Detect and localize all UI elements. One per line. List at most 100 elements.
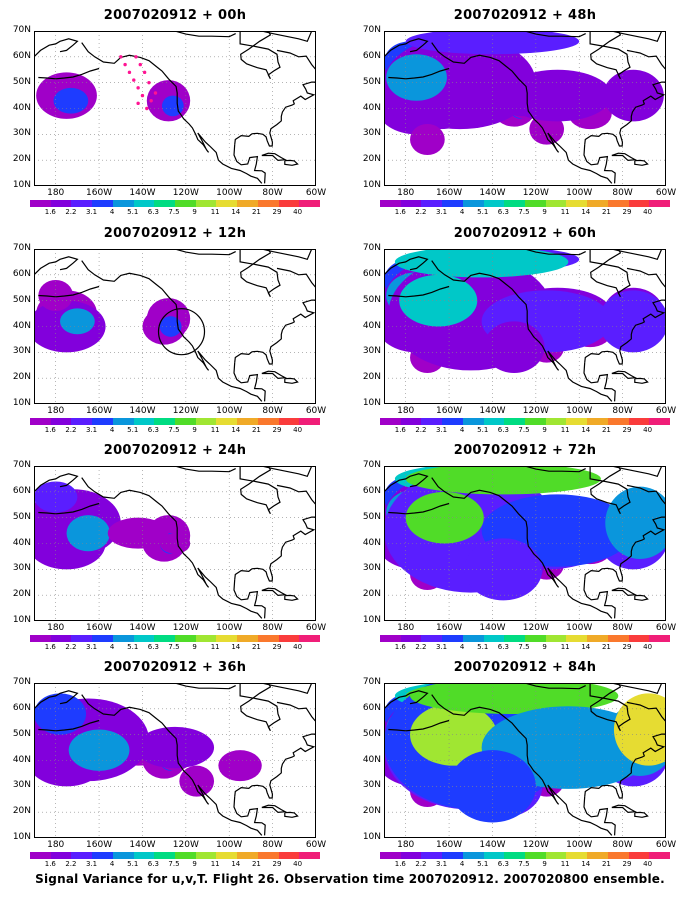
colorbar-swatch xyxy=(421,200,443,207)
colorbar-label: 5.1 xyxy=(477,643,489,651)
colorbar-label: 3.1 xyxy=(85,426,98,434)
colorbar-label: 1.6 xyxy=(44,643,56,651)
colorbar-label: 2.2 xyxy=(415,426,427,434)
colorbar-label: 29 xyxy=(272,426,282,434)
longitude-label: 60W xyxy=(305,840,327,850)
colorbar-swatch xyxy=(628,200,650,207)
colorbar-label: 5.1 xyxy=(477,426,489,434)
colorbar-label: 21 xyxy=(251,208,261,216)
colorbar-label: 14 xyxy=(581,643,591,651)
colorbar-swatch xyxy=(299,418,321,425)
latitude-label: 20N xyxy=(362,372,381,383)
map-frame xyxy=(34,466,316,621)
coastline xyxy=(431,477,613,619)
colorbar-swatch xyxy=(112,635,134,642)
colorbar-label: 14 xyxy=(231,643,241,651)
colorbar-label: 1.6 xyxy=(394,643,406,651)
colorbar-swatch xyxy=(237,418,258,425)
figure-caption: Signal Variance for u,v,T. Flight 26. Ob… xyxy=(35,872,665,886)
flight-track-point xyxy=(140,93,145,98)
colorbar-label: 7.5 xyxy=(168,860,180,868)
latitude-label: 20N xyxy=(12,589,31,600)
longitude-label: 80W xyxy=(612,840,633,850)
colorbar-swatch xyxy=(257,200,279,207)
longitude-label: 120W xyxy=(172,188,199,198)
longitude-label: 140W xyxy=(129,623,156,633)
colorbar-swatch xyxy=(380,200,401,207)
longitude-label: 60W xyxy=(655,188,677,198)
colorbar-swatch xyxy=(545,635,567,642)
colorbar-swatch xyxy=(566,418,588,425)
colorbar xyxy=(380,852,671,859)
latitude-label: 60N xyxy=(12,702,31,713)
latitude-label: 70N xyxy=(362,460,381,470)
colorbar xyxy=(30,418,321,425)
colorbar-swatch xyxy=(628,635,650,642)
coastline xyxy=(611,587,638,597)
coastline xyxy=(634,811,649,818)
colorbar-label: 14 xyxy=(231,860,241,868)
colorbar xyxy=(30,852,321,859)
panel-title: 2007020912 + 48h xyxy=(453,8,597,23)
coastline xyxy=(233,796,266,836)
coastline xyxy=(384,690,429,710)
colorbar-label: 40 xyxy=(293,643,303,651)
coastline xyxy=(38,719,100,732)
longitude-label: 140W xyxy=(479,623,506,633)
coastline xyxy=(174,31,236,38)
latitude-label: 20N xyxy=(12,806,31,817)
colorbar-swatch xyxy=(92,418,113,425)
colorbar-label: 29 xyxy=(272,860,282,868)
colorbar-label: 3.1 xyxy=(85,208,98,216)
colorbar-label: 11 xyxy=(560,643,570,651)
colorbar-swatch xyxy=(154,418,176,425)
coastline xyxy=(38,502,100,515)
colorbar-label: 2.2 xyxy=(65,860,77,868)
colorbar-label: 4 xyxy=(459,643,465,651)
colorbar-swatch xyxy=(237,200,258,207)
colorbar-swatch xyxy=(30,200,51,207)
coastline xyxy=(239,683,281,732)
latitude-label: 20N xyxy=(362,154,381,165)
colorbar-swatch xyxy=(545,852,567,859)
colorbar-swatch xyxy=(483,418,505,425)
colorbar-swatch xyxy=(299,200,321,207)
colorbar-label: 21 xyxy=(251,643,261,651)
panel-title: 2007020912 + 84h xyxy=(453,660,597,675)
latitude-label: 20N xyxy=(362,589,381,600)
coastline xyxy=(626,484,666,517)
colorbar-labels: 1.6 2.2 3.1 4 5.1 6.3 7.5 9 11 14 21 29 40 xyxy=(40,860,308,868)
colorbar-swatch xyxy=(462,200,484,207)
latitude-label: 40N xyxy=(12,320,31,331)
colorbar-swatch xyxy=(380,418,401,425)
colorbar-swatch xyxy=(483,200,505,207)
longitude-label: 120W xyxy=(172,406,199,416)
coastline xyxy=(611,683,663,695)
colorbar-label: 4 xyxy=(109,643,115,651)
colorbar-swatch xyxy=(195,200,217,207)
colorbar-label: 9 xyxy=(192,643,197,651)
latitude-label: 70N xyxy=(12,677,31,687)
variance-contour xyxy=(60,308,95,335)
latitude-label: 60N xyxy=(12,485,31,496)
colorbar-swatch xyxy=(278,418,300,425)
panel-title: 2007020912 + 12h xyxy=(103,226,247,241)
longitude-label: 160W xyxy=(86,188,113,198)
coastline xyxy=(384,473,429,493)
colorbar-label: 4 xyxy=(109,426,115,434)
coastline xyxy=(38,67,100,80)
colorbar-label: 7.5 xyxy=(518,208,530,216)
longitude-label: 80W xyxy=(612,406,633,416)
colorbar-swatch xyxy=(587,200,608,207)
longitude-label: 120W xyxy=(172,840,199,850)
colorbar-label: 40 xyxy=(643,643,653,651)
latitude-label: 50N xyxy=(362,76,381,87)
colorbar-swatch xyxy=(154,200,176,207)
coastline xyxy=(276,701,316,734)
colorbar-swatch xyxy=(649,852,671,859)
coastline xyxy=(584,733,666,799)
variance-contour xyxy=(34,693,87,735)
flight-track-point xyxy=(153,91,158,95)
colorbar-label: 21 xyxy=(601,208,611,216)
colorbar-swatch xyxy=(628,418,650,425)
